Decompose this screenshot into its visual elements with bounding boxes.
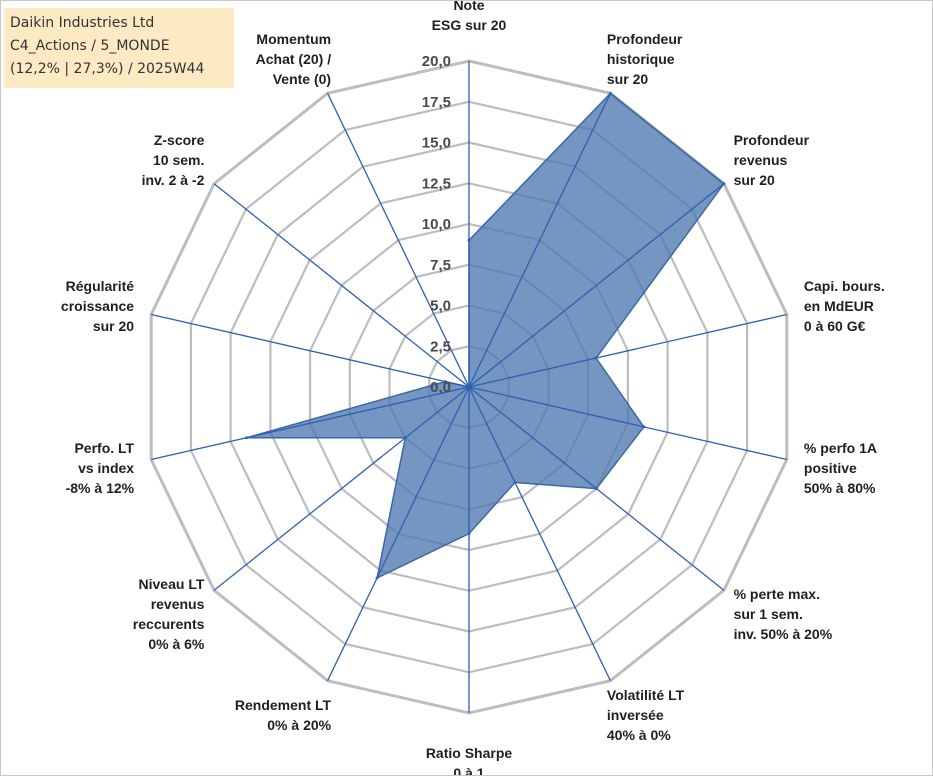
axis-label-line: sur 20: [734, 172, 775, 188]
axis-label-line: reccurents: [133, 616, 205, 632]
axis-label-line: Volatilité LT: [607, 687, 685, 703]
axis-label-line: inv. 2 à -2: [142, 172, 205, 188]
axis-label: Perfo. LT vs index -8% à 12%: [66, 440, 135, 496]
axis-label: Z-score 10 sem. inv. 2 à -2: [142, 132, 205, 188]
radar-tick-labels: 0,0 2,5 5,0 7,5 10,0 12,5 15,0 17,5 20,0: [422, 53, 451, 396]
axis-label-line: Capi. bours.: [804, 278, 885, 294]
axis-spoke: [468, 386, 787, 461]
axis-label-line: Perfo. LT: [74, 440, 134, 456]
axis-label-line: inversée: [607, 707, 664, 723]
axis-label-line: croissance: [61, 298, 134, 314]
axis-label-line: inv. 50% à 20%: [734, 626, 833, 642]
axis-spoke: [327, 386, 470, 681]
tick-label: 2,5: [430, 338, 451, 355]
axis-label-line: % perfo 1A: [804, 440, 877, 456]
axis-label-line: Z-score: [154, 132, 205, 148]
axis-label: % perfo 1A positive 50% à 80%: [804, 440, 877, 496]
tick-label: 0,0: [430, 379, 451, 396]
axis-label-line: 10 sem.: [153, 152, 204, 168]
series-area: [246, 92, 725, 580]
axis-label-line: Profondeur: [734, 132, 810, 148]
radar-spokes: [151, 61, 787, 713]
axis-spoke: [151, 313, 470, 388]
axis-label: % perte max. sur 1 sem. inv. 50% à 20%: [734, 586, 833, 642]
radar-series-layer: [245, 91, 726, 580]
axis-label-line: % perte max.: [734, 586, 820, 602]
axis-spoke: [151, 386, 470, 461]
axis-label-line: Rendement LT: [235, 697, 332, 713]
axis-label-line: 0 à 1: [453, 765, 484, 775]
axis-label-line: Momentum: [256, 31, 331, 47]
axis-label-line: revenus: [734, 152, 788, 168]
axis-label-line: Ratio Sharpe: [426, 745, 513, 761]
axis-label-line: -8% à 12%: [66, 480, 135, 496]
tick-label: 7,5: [430, 257, 451, 274]
info-category: C4_Actions / 5_MONDE: [10, 38, 170, 54]
axis-label-line: en MdEUR: [804, 298, 874, 314]
axis-label: Capi. bours. en MdEUR 0 à 60 G€: [804, 278, 885, 334]
axis-spoke: [468, 183, 725, 388]
axis-label: Ratio Sharpe 0 à 1: [426, 745, 513, 775]
axis-spoke: [213, 386, 470, 591]
axis-label: Momentum Achat (20) / Vente (0): [256, 31, 332, 87]
radar-axis-labels: Note ESG sur 20 Profondeur historique sur 20…: [61, 1, 885, 775]
axis-label-line: sur 20: [93, 318, 134, 334]
axis-label-line: historique: [607, 51, 675, 67]
axis-label-line: Vente (0): [273, 71, 331, 87]
info-period: (12,2% | 27,3%) / 2025W44: [10, 61, 205, 77]
axis-label-line: 40% à 0%: [607, 727, 671, 743]
axis-label-line: revenus: [151, 596, 205, 612]
axis-label-line: vs index: [78, 460, 134, 476]
axis-label: Volatilité LT inversée 40% à 0%: [607, 687, 685, 743]
axis-spoke: [468, 313, 787, 388]
tick-label: 17,5: [422, 94, 451, 111]
axis-label: Niveau LT revenus reccurents 0% à 6%: [133, 576, 205, 652]
axis-label-line: 50% à 80%: [804, 480, 876, 496]
axis-label-line: Note: [453, 1, 484, 13]
tick-label: 10,0: [422, 216, 451, 233]
axis-spoke: [213, 183, 470, 388]
axis-spoke: [468, 386, 611, 681]
axis-label-line: 0% à 20%: [267, 717, 331, 733]
tick-label: 5,0: [430, 298, 451, 315]
axis-spoke: [468, 93, 611, 388]
axis-spoke: [468, 386, 725, 591]
axis-label-line: sur 20: [607, 71, 648, 87]
axis-label-line: Achat (20) /: [256, 51, 332, 67]
axis-label-line: 0 à 60 G€: [804, 318, 866, 334]
axis-label-line: Régularité: [66, 278, 135, 294]
axis-label: Profondeur historique sur 20: [607, 31, 683, 87]
axis-label-line: 0% à 6%: [148, 636, 205, 652]
axis-label: Régularité croissance sur 20: [61, 278, 134, 334]
axis-label: Note ESG sur 20: [432, 1, 507, 33]
axis-label: Rendement LT 0% à 20%: [235, 697, 332, 733]
axis-label-line: Profondeur: [607, 31, 683, 47]
axis-label-line: positive: [804, 460, 857, 476]
info-box: Daikin Industries Ltd C4_Actions / 5_MON…: [4, 8, 234, 88]
axis-label-line: ESG sur 20: [432, 17, 507, 33]
axis-spoke: [327, 93, 470, 388]
axis-label-line: sur 1 sem.: [734, 606, 803, 622]
tick-label: 15,0: [422, 135, 451, 152]
info-company: Daikin Industries Ltd: [10, 15, 155, 31]
axis-label-line: Niveau LT: [139, 576, 205, 592]
tick-label: 12,5: [422, 175, 451, 192]
axis-label: Profondeur revenus sur 20: [734, 132, 810, 188]
tick-label: 20,0: [422, 53, 451, 70]
